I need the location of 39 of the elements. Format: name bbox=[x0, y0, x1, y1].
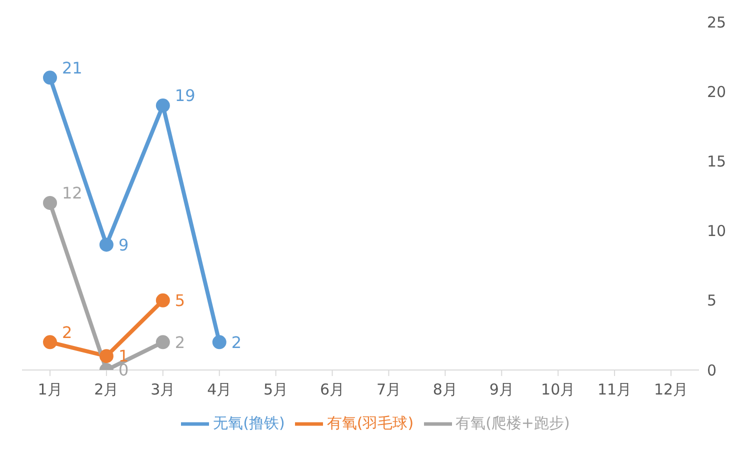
y-tick-label: 0 bbox=[707, 361, 717, 380]
x-tick-label: 7月 bbox=[376, 380, 401, 399]
point bbox=[99, 238, 114, 252]
legend-label: 有氧(爬楼+跑步) bbox=[456, 414, 570, 432]
x-tick-label: 6月 bbox=[320, 380, 345, 399]
x-tick-label: 8月 bbox=[432, 380, 458, 399]
x-tick-label: 3月 bbox=[150, 380, 176, 399]
y-tick-label: 25 bbox=[707, 13, 726, 32]
point bbox=[99, 349, 114, 364]
point bbox=[212, 335, 226, 350]
x-tick-label: 10月 bbox=[541, 380, 576, 399]
data-label: 12 bbox=[62, 184, 82, 203]
point bbox=[43, 70, 57, 85]
y-tick-label: 15 bbox=[707, 152, 726, 171]
y-tick-label: 5 bbox=[707, 292, 717, 310]
data-label: 9 bbox=[118, 235, 129, 254]
data-label: 0 bbox=[118, 360, 129, 380]
x-tick-label: 2月 bbox=[94, 380, 119, 399]
legend-label: 无氧(撸铁) bbox=[213, 414, 285, 432]
point bbox=[43, 335, 57, 350]
point bbox=[43, 196, 57, 210]
x-tick-label: 12月 bbox=[654, 380, 688, 399]
point bbox=[156, 293, 170, 308]
legend-label: 有氧(羽毛球) bbox=[326, 414, 414, 432]
y-tick-label: 20 bbox=[707, 82, 726, 101]
y-tick-label: 10 bbox=[707, 222, 726, 240]
x-tick-label: 9月 bbox=[489, 380, 514, 399]
point bbox=[156, 98, 170, 113]
x-tick-label: 1月 bbox=[38, 380, 62, 399]
data-label: 21 bbox=[62, 58, 82, 78]
data-label: 19 bbox=[174, 86, 196, 106]
data-label: 5 bbox=[174, 291, 186, 310]
x-tick-label: 11月 bbox=[598, 380, 632, 399]
data-label: 2 bbox=[174, 332, 186, 352]
point bbox=[156, 335, 170, 350]
data-label: 2 bbox=[231, 332, 242, 352]
x-tick-label: 5月 bbox=[264, 380, 288, 399]
data-label: 2 bbox=[62, 322, 72, 342]
x-tick-label: 4月 bbox=[207, 380, 232, 399]
